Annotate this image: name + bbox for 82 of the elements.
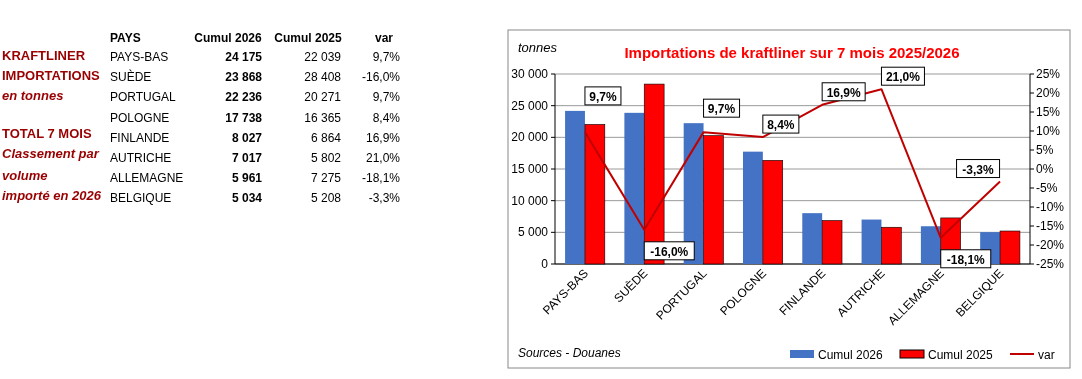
text: Classement par [2, 146, 100, 161]
y2-tick-label: -15% [1036, 219, 1065, 233]
y-tick-label: 15 000 [511, 162, 549, 176]
text: POLOGNE [110, 110, 170, 125]
text: 5 802 [310, 151, 342, 165]
text: 5 034 [231, 191, 263, 206]
text: 9,7% [372, 50, 401, 64]
text: TOTAL 7 MOIS [2, 126, 92, 141]
text: SUÈDE [110, 69, 152, 85]
text: PAYS-BAS [110, 50, 169, 64]
text: en tonnes [2, 88, 64, 103]
legend-label: Cumul 2025 [928, 348, 994, 362]
text: Cumul 2025 [274, 31, 343, 45]
data-label: -18,1% [946, 252, 986, 267]
y2-tick-label: 10% [1036, 124, 1061, 138]
y2-tick-label: -10% [1036, 200, 1065, 214]
text: importé en 2026 [2, 188, 102, 203]
y2-tick-label: -20% [1036, 238, 1065, 252]
y2-tick-label: 20% [1036, 86, 1061, 100]
data-label: -16,0% [650, 244, 689, 259]
text: 23 868 [225, 70, 263, 85]
y2-tick-label: 25% [1036, 67, 1061, 81]
source-note: Sources - Douanes [518, 346, 621, 360]
text: volume [2, 168, 48, 183]
text: 16 365 [304, 110, 342, 125]
legend-label: Cumul 2026 [818, 348, 884, 362]
text: 8 027 [231, 130, 263, 145]
y-tick-label: 0 [541, 257, 549, 271]
bar [624, 112, 645, 264]
data-label: 8,4% [767, 118, 795, 133]
text: AUTRICHE [110, 151, 172, 165]
y2-tick-label: -5% [1036, 181, 1058, 195]
data-label: -3,3% [962, 162, 995, 177]
text: -3,3% [368, 191, 401, 206]
text: KRAFTLINER [2, 48, 86, 63]
text: 5 208 [310, 191, 342, 206]
text: ALLEMAGNE [110, 171, 184, 186]
y2-tick-label: 15% [1036, 105, 1061, 119]
y2-tick-label: 5% [1036, 143, 1054, 157]
text: PAYS [110, 31, 141, 45]
text: IMPORTATIONS [2, 68, 101, 83]
legend-label: var [1038, 348, 1055, 362]
line-series [583, 88, 1002, 239]
text: 8,4% [372, 110, 401, 125]
data-label: 9,7% [589, 89, 617, 104]
text: PORTUGAL [110, 90, 177, 105]
text: 22 039 [304, 50, 342, 64]
text: -16,0% [361, 70, 401, 85]
y2-tick-label: 0% [1036, 162, 1054, 176]
chart-title: Importations de kraftliner sur 7 mois 2025/2026 [624, 44, 960, 61]
data-label: 21,0% [885, 70, 921, 85]
text: -18,1% [361, 171, 401, 186]
text: 6 864 [310, 130, 342, 145]
y-tick-label: 10 000 [511, 193, 549, 208]
bar [565, 110, 585, 264]
bar [861, 219, 882, 264]
bar [742, 151, 763, 264]
data-label: 16,9% [826, 85, 861, 100]
text: 5 961 [231, 171, 263, 186]
text: 7 017 [231, 151, 263, 165]
text: FINLANDE [110, 130, 170, 145]
text: 16,9% [365, 130, 401, 145]
y-tick-label: 20 000 [511, 130, 549, 145]
data-label: 9,7% [707, 102, 736, 117]
text: 24 175 [225, 50, 263, 64]
y-tick-label: 30 000 [511, 67, 549, 81]
text: 17 738 [225, 110, 263, 125]
y-tick-label: 5 000 [517, 225, 549, 240]
text: Cumul 2026 [194, 31, 263, 45]
bar [802, 213, 823, 264]
text: 7 275 [310, 171, 342, 186]
text: 20 271 [304, 90, 342, 105]
text: 28 408 [304, 70, 342, 85]
text: var [374, 31, 394, 45]
bar [920, 226, 941, 264]
text: BELGIQUE [110, 191, 172, 206]
text: 22 236 [225, 90, 263, 105]
y2-tick-label: -25% [1036, 257, 1065, 271]
y-axis-title: tonnes [518, 40, 558, 55]
y-tick-label: 25 000 [511, 98, 549, 113]
text: 21,0% [365, 151, 401, 165]
text: 9,7% [372, 90, 401, 105]
